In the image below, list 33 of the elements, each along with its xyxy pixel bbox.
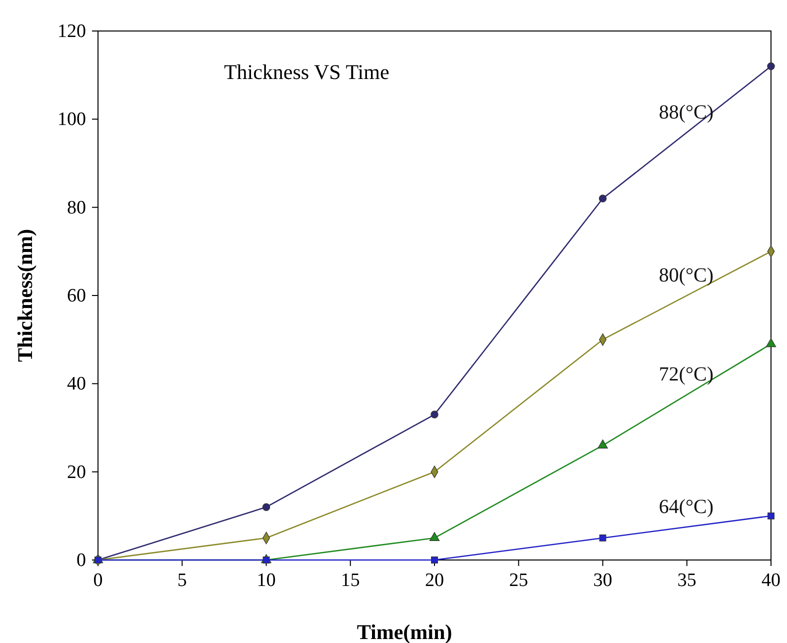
point xyxy=(430,410,438,418)
point xyxy=(429,532,440,542)
point xyxy=(598,440,608,448)
x-tick-label: 35 xyxy=(677,570,696,591)
point xyxy=(768,512,774,520)
series-label: 80(°C) xyxy=(658,264,714,286)
x-tick-label: 30 xyxy=(593,570,612,591)
y-axis-title: Thickness(nm) xyxy=(13,228,37,362)
x-tick-label: 10 xyxy=(256,570,276,591)
y-tick-label: 80 xyxy=(67,197,86,218)
point xyxy=(598,194,607,202)
series-label: 88(°C) xyxy=(658,101,714,124)
x-tick-label: 15 xyxy=(340,570,360,591)
x-tick-label: 20 xyxy=(425,570,444,591)
point xyxy=(431,556,438,564)
x-tick-label: 5 xyxy=(177,570,187,591)
y-tick-label: 40 xyxy=(67,374,86,395)
x-tick-label: 40 xyxy=(762,570,780,591)
series-label: 72(°C) xyxy=(658,364,714,386)
point xyxy=(767,62,775,70)
y-tick-label: 20 xyxy=(67,462,86,483)
x-tick-label: 0 xyxy=(93,570,103,591)
y-tick-label: 100 xyxy=(58,109,86,130)
y-tick-label: 120 xyxy=(58,21,86,42)
text: Thickness VS Time xyxy=(224,60,390,84)
point xyxy=(599,534,606,542)
point xyxy=(262,503,270,511)
x-tick-label: 25 xyxy=(509,570,528,591)
y-tick-label: 0 xyxy=(76,550,86,571)
point xyxy=(262,556,270,564)
y-tick-label: 60 xyxy=(67,286,86,306)
series-label: 64(°C) xyxy=(658,496,714,518)
point xyxy=(766,338,776,348)
